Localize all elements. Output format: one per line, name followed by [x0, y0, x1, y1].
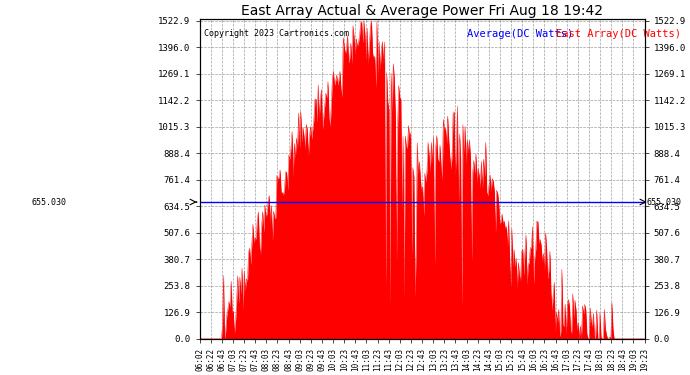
- Text: 655.030: 655.030: [647, 198, 682, 207]
- Text: East Array(DC Watts): East Array(DC Watts): [555, 29, 680, 39]
- Title: East Array Actual & Average Power Fri Aug 18 19:42: East Array Actual & Average Power Fri Au…: [241, 4, 603, 18]
- Text: Average(DC Watts): Average(DC Watts): [466, 29, 573, 39]
- Text: Copyright 2023 Cartronics.com: Copyright 2023 Cartronics.com: [204, 29, 349, 38]
- Text: 655.030: 655.030: [31, 198, 66, 207]
